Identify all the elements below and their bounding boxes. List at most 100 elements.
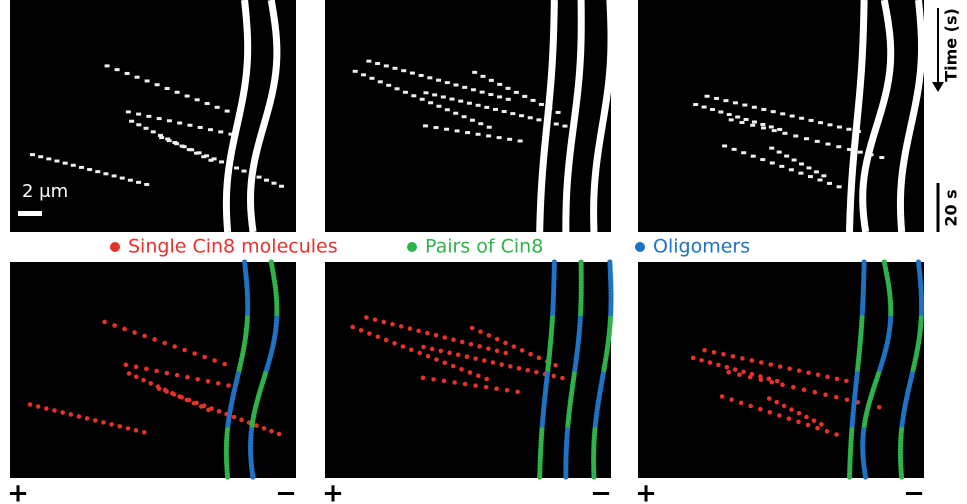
dot bbox=[141, 378, 146, 383]
dot bbox=[473, 383, 478, 388]
dot bbox=[484, 385, 489, 390]
dot bbox=[409, 347, 414, 352]
dot bbox=[469, 342, 474, 347]
particle bbox=[729, 118, 734, 121]
particle bbox=[735, 115, 740, 118]
particle bbox=[30, 153, 35, 156]
dot bbox=[112, 323, 117, 328]
particle bbox=[174, 142, 179, 145]
dot bbox=[806, 370, 811, 375]
particle bbox=[761, 126, 766, 129]
dot bbox=[495, 349, 500, 354]
particle bbox=[493, 108, 498, 111]
particle bbox=[411, 94, 416, 97]
particle bbox=[428, 101, 433, 104]
particle bbox=[478, 122, 483, 125]
plus-end: + bbox=[635, 479, 657, 504]
dot bbox=[699, 358, 704, 363]
dot bbox=[185, 375, 190, 380]
particle bbox=[514, 91, 519, 94]
particle bbox=[752, 120, 757, 123]
dot bbox=[124, 362, 129, 367]
time-arrow-head bbox=[932, 82, 944, 92]
particle bbox=[144, 183, 149, 186]
dot bbox=[434, 357, 439, 362]
minus-end: − bbox=[275, 479, 297, 504]
particle bbox=[489, 79, 494, 82]
dot bbox=[399, 324, 404, 329]
particle bbox=[366, 60, 371, 63]
dot bbox=[443, 360, 448, 365]
dot bbox=[202, 403, 207, 408]
particle bbox=[175, 91, 180, 94]
particle bbox=[702, 106, 707, 109]
dot bbox=[459, 367, 464, 372]
dot bbox=[482, 358, 487, 363]
dot bbox=[877, 405, 882, 410]
particle bbox=[219, 160, 224, 163]
dot bbox=[142, 430, 147, 435]
particle bbox=[779, 165, 784, 168]
dot bbox=[823, 392, 828, 397]
dot bbox=[182, 348, 187, 353]
dot bbox=[431, 377, 436, 382]
dot bbox=[766, 377, 771, 382]
particle bbox=[790, 115, 795, 118]
dot bbox=[778, 364, 783, 369]
particle bbox=[462, 86, 467, 89]
dot bbox=[384, 338, 389, 343]
dot bbox=[691, 356, 696, 361]
particle bbox=[403, 91, 408, 94]
dot bbox=[212, 358, 217, 363]
dot bbox=[503, 351, 508, 356]
dot bbox=[708, 360, 713, 365]
particle bbox=[445, 81, 450, 84]
particle bbox=[204, 154, 209, 157]
dot bbox=[740, 356, 745, 361]
dot bbox=[750, 358, 755, 363]
dot bbox=[844, 379, 849, 384]
particle bbox=[744, 118, 749, 121]
particle bbox=[46, 157, 51, 160]
particle bbox=[420, 98, 425, 101]
dot bbox=[741, 370, 746, 375]
particle bbox=[792, 159, 797, 162]
particle bbox=[821, 174, 826, 177]
particle bbox=[432, 93, 437, 96]
particle bbox=[506, 87, 511, 90]
particle bbox=[556, 111, 561, 114]
particle bbox=[205, 102, 210, 105]
dot bbox=[495, 337, 500, 342]
particle bbox=[837, 126, 842, 129]
dot bbox=[416, 329, 421, 334]
particle bbox=[185, 95, 190, 98]
particle bbox=[752, 106, 757, 109]
particle bbox=[125, 72, 130, 75]
particle bbox=[38, 155, 43, 158]
dot bbox=[806, 423, 811, 428]
particle bbox=[375, 62, 380, 65]
particle bbox=[242, 170, 247, 173]
particle bbox=[401, 69, 406, 72]
particle bbox=[818, 121, 823, 124]
dot bbox=[716, 363, 721, 368]
dot bbox=[434, 333, 439, 338]
dot bbox=[187, 398, 192, 403]
particle bbox=[450, 98, 455, 101]
dot bbox=[505, 388, 510, 393]
particle bbox=[522, 95, 527, 98]
dot bbox=[726, 370, 731, 375]
dot bbox=[202, 355, 207, 360]
dot bbox=[724, 365, 729, 370]
particle bbox=[804, 137, 809, 140]
dot bbox=[442, 335, 447, 340]
dot bbox=[134, 374, 139, 379]
particle bbox=[378, 80, 383, 83]
particle bbox=[145, 79, 150, 82]
dot bbox=[426, 354, 431, 359]
particle bbox=[386, 84, 391, 87]
particle bbox=[789, 168, 794, 171]
dot bbox=[408, 326, 413, 331]
particle bbox=[507, 138, 512, 141]
dot bbox=[401, 344, 406, 349]
